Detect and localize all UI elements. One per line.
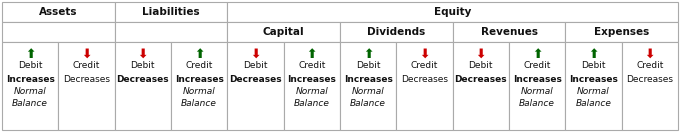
Bar bbox=[227, 22, 340, 42]
Text: ⬇: ⬇ bbox=[81, 48, 92, 60]
Text: Decreases: Decreases bbox=[626, 74, 673, 84]
Bar bbox=[171, 42, 227, 130]
Text: ⬇: ⬇ bbox=[645, 48, 655, 60]
Text: Debit: Debit bbox=[356, 62, 380, 70]
Bar bbox=[453, 22, 565, 42]
Text: Credit: Credit bbox=[524, 62, 551, 70]
Text: ⬆: ⬆ bbox=[588, 48, 599, 60]
Bar bbox=[396, 42, 453, 130]
Bar bbox=[565, 42, 622, 130]
Text: Credit: Credit bbox=[298, 62, 326, 70]
Text: Decreases: Decreases bbox=[401, 74, 448, 84]
Bar bbox=[340, 22, 453, 42]
Text: ⬆: ⬆ bbox=[363, 48, 373, 60]
Text: Normal: Normal bbox=[14, 88, 46, 96]
Bar bbox=[565, 22, 678, 42]
Bar bbox=[509, 42, 565, 130]
Text: Balance: Balance bbox=[520, 100, 555, 109]
Text: Credit: Credit bbox=[636, 62, 664, 70]
Text: ⬇: ⬇ bbox=[137, 48, 148, 60]
Text: Debit: Debit bbox=[18, 62, 42, 70]
Text: Balance: Balance bbox=[294, 100, 330, 109]
Text: ⬇: ⬇ bbox=[475, 48, 486, 60]
Text: Debit: Debit bbox=[469, 62, 493, 70]
Bar bbox=[2, 22, 115, 42]
Text: ⬆: ⬆ bbox=[25, 48, 35, 60]
Text: Debit: Debit bbox=[243, 62, 268, 70]
Bar bbox=[115, 42, 171, 130]
Text: Dividends: Dividends bbox=[367, 27, 426, 37]
Text: Balance: Balance bbox=[350, 100, 386, 109]
Text: Normal: Normal bbox=[521, 88, 554, 96]
Text: Liabilities: Liabilities bbox=[142, 7, 200, 17]
Bar bbox=[2, 2, 115, 22]
Text: ⬆: ⬆ bbox=[307, 48, 317, 60]
Text: ⬇: ⬇ bbox=[420, 48, 430, 60]
Text: Normal: Normal bbox=[183, 88, 216, 96]
Bar bbox=[227, 2, 678, 22]
Bar bbox=[58, 42, 115, 130]
Bar bbox=[227, 42, 284, 130]
Text: ⬇: ⬇ bbox=[250, 48, 260, 60]
Bar bbox=[622, 42, 678, 130]
Text: Revenues: Revenues bbox=[481, 27, 537, 37]
Text: Balance: Balance bbox=[182, 100, 217, 109]
Text: Capital: Capital bbox=[263, 27, 305, 37]
Text: ⬆: ⬆ bbox=[194, 48, 205, 60]
Text: Balance: Balance bbox=[12, 100, 48, 109]
Text: Credit: Credit bbox=[73, 62, 100, 70]
Text: Normal: Normal bbox=[577, 88, 610, 96]
Text: Decreases: Decreases bbox=[454, 74, 507, 84]
Bar bbox=[2, 42, 58, 130]
Text: Increases: Increases bbox=[569, 74, 618, 84]
Bar bbox=[453, 42, 509, 130]
Text: Assets: Assets bbox=[39, 7, 78, 17]
Text: Expenses: Expenses bbox=[594, 27, 649, 37]
Text: Equity: Equity bbox=[434, 7, 471, 17]
Text: Normal: Normal bbox=[352, 88, 385, 96]
Text: Debit: Debit bbox=[581, 62, 606, 70]
Text: Debit: Debit bbox=[131, 62, 155, 70]
Text: ⬆: ⬆ bbox=[532, 48, 543, 60]
Text: Increases: Increases bbox=[5, 74, 54, 84]
Text: Normal: Normal bbox=[295, 88, 328, 96]
Text: Decreases: Decreases bbox=[116, 74, 169, 84]
Text: Increases: Increases bbox=[288, 74, 337, 84]
Text: Decreases: Decreases bbox=[63, 74, 110, 84]
Text: Credit: Credit bbox=[411, 62, 438, 70]
Text: Increases: Increases bbox=[513, 74, 562, 84]
Bar bbox=[115, 2, 227, 22]
Text: Balance: Balance bbox=[575, 100, 611, 109]
Text: Increases: Increases bbox=[175, 74, 224, 84]
Bar bbox=[340, 42, 396, 130]
Text: Credit: Credit bbox=[186, 62, 213, 70]
Text: Increases: Increases bbox=[343, 74, 392, 84]
Bar bbox=[284, 42, 340, 130]
Bar bbox=[115, 22, 227, 42]
Text: Decreases: Decreases bbox=[229, 74, 282, 84]
